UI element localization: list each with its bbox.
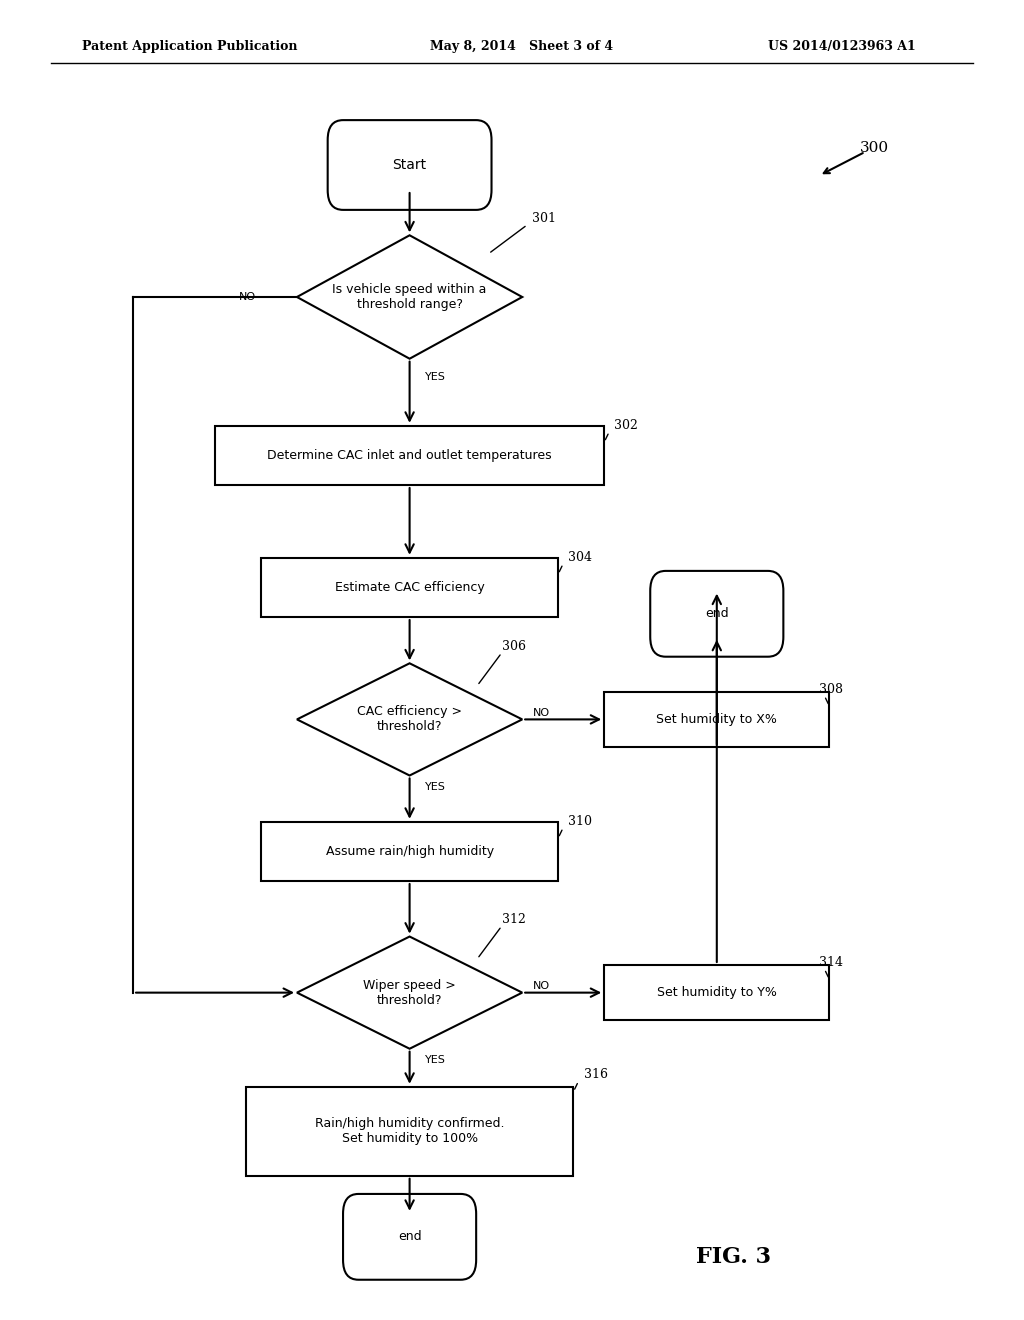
- Polygon shape: [297, 235, 522, 359]
- Text: 316: 316: [584, 1068, 607, 1081]
- Text: Patent Application Publication: Patent Application Publication: [82, 40, 297, 53]
- Text: 301: 301: [532, 213, 556, 226]
- Bar: [261, 821, 558, 882]
- Text: Assume rain/high humidity: Assume rain/high humidity: [326, 845, 494, 858]
- FancyBboxPatch shape: [650, 570, 783, 656]
- FancyBboxPatch shape: [343, 1193, 476, 1280]
- Text: Determine CAC inlet and outlet temperatures: Determine CAC inlet and outlet temperatu…: [267, 449, 552, 462]
- Text: 306: 306: [502, 640, 525, 653]
- Bar: [215, 425, 604, 484]
- Bar: [261, 557, 558, 616]
- Text: CAC efficiency >
threshold?: CAC efficiency > threshold?: [357, 705, 462, 734]
- Text: NO: NO: [532, 708, 550, 718]
- Text: 304: 304: [568, 550, 592, 564]
- Polygon shape: [297, 663, 522, 776]
- Bar: [604, 692, 829, 747]
- Text: Rain/high humidity confirmed.
Set humidity to 100%: Rain/high humidity confirmed. Set humidi…: [314, 1117, 505, 1146]
- Bar: [246, 1086, 573, 1176]
- Text: May 8, 2014   Sheet 3 of 4: May 8, 2014 Sheet 3 of 4: [430, 40, 613, 53]
- Text: NO: NO: [532, 981, 550, 991]
- Text: Wiper speed >
threshold?: Wiper speed > threshold?: [364, 978, 456, 1007]
- Text: Set humidity to X%: Set humidity to X%: [656, 713, 777, 726]
- Text: 302: 302: [614, 418, 638, 432]
- Bar: [604, 965, 829, 1020]
- Text: 310: 310: [568, 814, 592, 828]
- Text: YES: YES: [425, 781, 445, 792]
- Text: NO: NO: [239, 292, 256, 302]
- Text: end: end: [397, 1230, 422, 1243]
- Text: Set humidity to Y%: Set humidity to Y%: [656, 986, 777, 999]
- Text: 312: 312: [502, 913, 525, 927]
- Text: end: end: [705, 607, 729, 620]
- Text: 300: 300: [860, 141, 889, 154]
- Text: US 2014/0123963 A1: US 2014/0123963 A1: [768, 40, 915, 53]
- Text: FIG. 3: FIG. 3: [696, 1246, 771, 1267]
- FancyBboxPatch shape: [328, 120, 492, 210]
- Polygon shape: [297, 937, 522, 1048]
- Text: 314: 314: [819, 956, 843, 969]
- Text: Estimate CAC efficiency: Estimate CAC efficiency: [335, 581, 484, 594]
- Text: Start: Start: [392, 158, 427, 172]
- Text: 308: 308: [819, 682, 843, 696]
- Text: Is vehicle speed within a
threshold range?: Is vehicle speed within a threshold rang…: [333, 282, 486, 312]
- Text: YES: YES: [425, 372, 445, 381]
- Text: YES: YES: [425, 1056, 445, 1065]
